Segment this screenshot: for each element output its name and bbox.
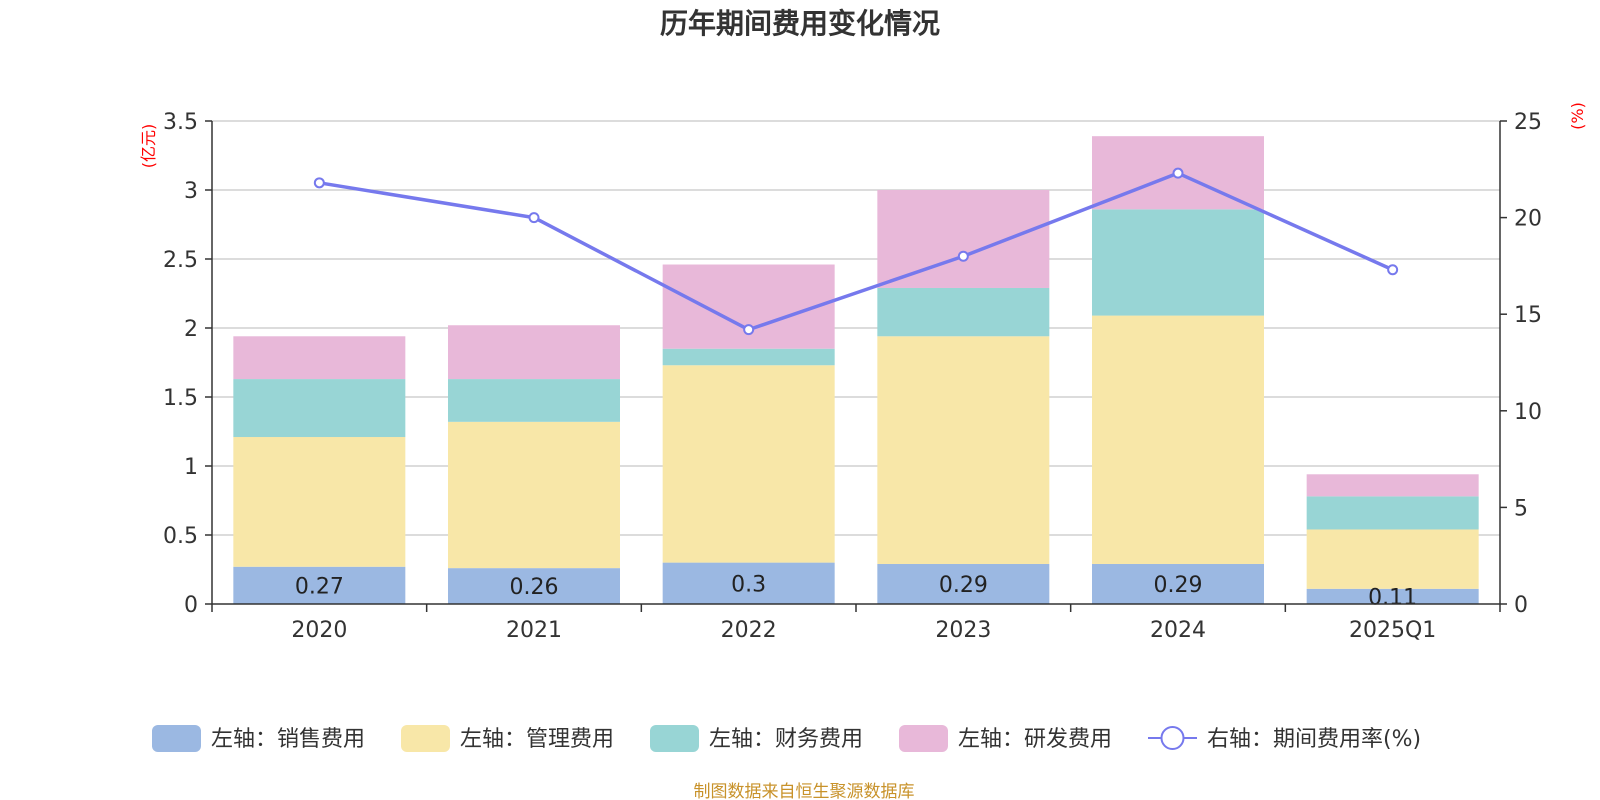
left-tick-label-2: 1 [184,455,198,480]
x-tick-label-2021: 2021 [506,618,562,643]
bar-2025Q1-series2 [1306,496,1479,530]
bar-data-label-2023: 0.29 [939,573,988,598]
grid-lines [212,120,1500,536]
legend: 左轴：销售费用 左轴：管理费用 左轴：财务费用 左轴：研发费用 右轴：期间费用率(%) [152,725,1421,752]
bar-2022-series3 [662,264,835,349]
axes: 0 0.5 1 1.5 2 2.5 3 3.5 0 5 10 15 20 25 2020 2021 2022 20… [163,110,1542,643]
left-tick-label-6: 3 [184,179,198,204]
rate-line [319,171,1394,332]
bar-2023-series1 [877,336,1050,564]
legend-swatch-0 [152,725,201,752]
bar-labels: 0.27 0.26 0.3 0.29 0.29 0.11 [295,572,1417,610]
left-tick-label-5: 2.5 [163,248,198,273]
bar-2022-series2 [662,348,835,366]
bar-data-label-2024: 0.29 [1154,573,1203,598]
chart-title: 历年期间费用变化情况 [660,7,940,40]
legend-label-3: 左轴：研发费用 [958,727,1112,752]
legend-label-1: 左轴：管理费用 [460,727,614,752]
bar-data-label-2021: 0.26 [510,575,559,600]
bar-2024-series2 [1092,209,1264,316]
legend-swatch-3 [899,725,948,752]
bar-2022-series0 [662,562,835,604]
rate-point-2023 [957,250,969,262]
bar-2021-series1 [448,421,620,569]
right-tick-label-4: 20 [1514,207,1542,232]
bar-2025Q1-series0 [1306,588,1479,604]
rate-point-2024 [1172,167,1184,179]
bar-2022-series1 [662,365,835,563]
legend-label-0: 左轴：销售费用 [211,727,365,752]
rate-point-2020 [313,177,325,189]
bar-2024-series0 [1092,563,1264,604]
x-tick-label-2023: 2023 [935,618,991,643]
bar-2020-series0 [233,566,406,604]
source-note: 制图数据来自恒生聚源数据库 [694,782,915,800]
legend-label-4: 右轴：期间费用率(%) [1207,727,1421,752]
left-axis-unit: (亿元) [139,124,158,169]
bars [233,136,1479,604]
x-tick-label-2022: 2022 [721,618,777,643]
rate-point-2022 [743,324,755,336]
left-tick-label-3: 1.5 [163,386,198,411]
right-tick-label-1: 5 [1514,496,1528,521]
bar-data-label-2020: 0.27 [295,574,344,599]
bar-2020-series2 [233,379,406,438]
bar-2023-series3 [877,190,1050,288]
rate-point-2025Q1 [1387,264,1399,276]
bar-2020-series1 [233,437,406,567]
bar-data-label-2022: 0.3 [731,572,766,597]
legend-marker-4 [1160,726,1185,750]
bar-2021-series3 [448,325,620,380]
right-tick-label-0: 0 [1514,593,1528,618]
right-tick-label-3: 15 [1514,303,1542,328]
bar-2025Q1-series1 [1306,529,1479,589]
bar-2021-series0 [448,568,620,604]
x-tick-label-2024: 2024 [1150,618,1206,643]
x-tick-label-2025Q1: 2025Q1 [1349,618,1436,643]
right-tick-label-2: 10 [1514,400,1542,425]
left-tick-label-0: 0 [184,593,198,618]
left-tick-label-7: 3.5 [163,110,198,135]
legend-swatch-1 [401,725,450,752]
rate-point-2021 [528,212,540,224]
right-tick-label-5: 25 [1514,110,1542,135]
x-tick-label-2020: 2020 [291,618,347,643]
bar-2025Q1-series3 [1306,474,1479,497]
bar-2024-series1 [1092,315,1264,564]
rate-line-series [313,167,1399,336]
right-axis-unit: (%) [1568,102,1587,130]
bar-2023-series0 [877,563,1050,604]
legend-label-2: 左轴：财务费用 [709,727,863,752]
legend-swatch-2 [650,725,699,752]
bar-2020-series3 [233,336,406,380]
left-tick-label-4: 2 [184,317,198,342]
bar-2021-series2 [448,379,620,422]
bar-2023-series2 [877,287,1050,337]
bar-data-label-2025Q1: 0.11 [1368,585,1417,610]
left-tick-label-1: 0.5 [163,524,198,549]
